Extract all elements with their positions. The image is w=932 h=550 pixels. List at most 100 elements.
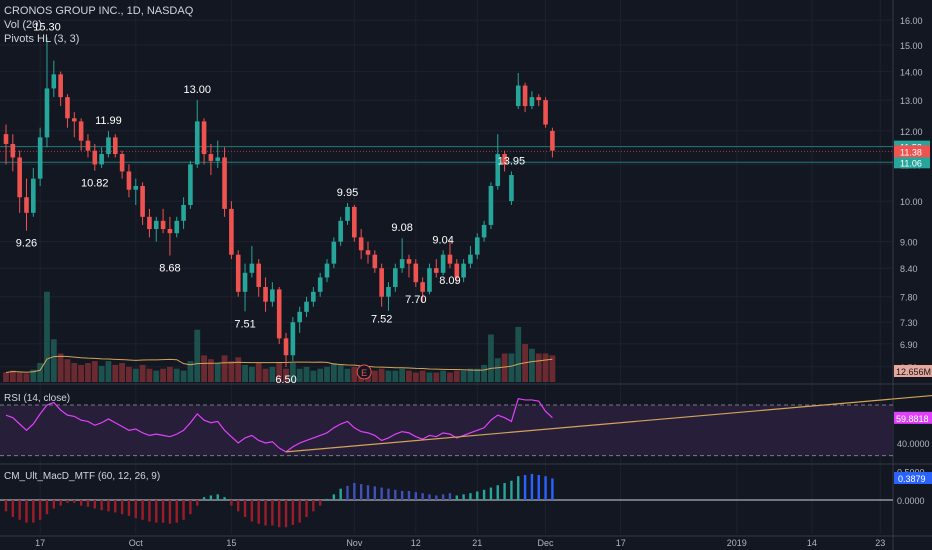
pivot-label: 8.09 xyxy=(439,275,460,287)
volume-bar xyxy=(515,326,522,382)
chart-title: CRONOS GROUP INC., 1D, NASDAQ xyxy=(4,5,194,17)
volume-bar xyxy=(529,348,535,382)
volume-bar xyxy=(242,364,248,382)
candle-body xyxy=(44,88,50,138)
candle-body xyxy=(140,185,145,217)
candle-body xyxy=(488,185,494,225)
candle-body xyxy=(72,118,77,122)
macd-bar xyxy=(52,500,56,509)
volume-tag xyxy=(894,365,932,377)
candle-body xyxy=(126,171,132,190)
time-tick-label: 14 xyxy=(807,538,817,548)
macd-bar xyxy=(332,494,336,500)
time-axis: 17Oct15Nov1221Dec1720191423Feb xyxy=(35,538,885,548)
earnings-marker-label: E xyxy=(361,368,367,378)
macd-bar xyxy=(93,500,96,509)
candle-body xyxy=(3,134,9,144)
candle-body xyxy=(147,216,152,230)
price-tick-label: 8.40 xyxy=(900,264,918,274)
candle-body xyxy=(420,282,425,292)
macd-bar xyxy=(4,500,8,512)
candle-body xyxy=(249,263,255,273)
time-tick-label: Oct xyxy=(129,538,144,548)
volume-bar xyxy=(208,359,214,382)
macd-bar xyxy=(196,500,199,506)
macd-bar xyxy=(428,494,431,500)
pivot-label: 9.95 xyxy=(337,187,358,199)
macd-bar xyxy=(305,500,308,517)
candle-body xyxy=(338,220,343,242)
level-tag-label: 11.38 xyxy=(900,147,922,157)
candle-body xyxy=(447,254,453,264)
macd-current-tag xyxy=(894,472,932,485)
volume-bar xyxy=(221,355,228,382)
candle-body xyxy=(235,254,241,292)
price-tick-label: 10.00 xyxy=(900,197,923,207)
candle-body xyxy=(365,250,371,255)
candle-body xyxy=(99,154,104,165)
candle-body xyxy=(263,286,268,302)
volume-bar xyxy=(392,370,399,382)
candle-body xyxy=(413,263,419,283)
volume-bar xyxy=(303,366,310,382)
macd-bar xyxy=(414,492,417,500)
pivot-label: 10.82 xyxy=(81,178,109,190)
candle-body xyxy=(215,157,221,161)
macd-bar xyxy=(73,500,76,503)
macd-bar xyxy=(148,500,151,522)
macd-bar xyxy=(38,500,42,520)
volume-bar xyxy=(112,364,119,382)
volume-tag-label: 12.656M xyxy=(896,367,931,377)
volume-bar xyxy=(542,353,549,382)
volume-bar xyxy=(433,372,440,382)
candle-body xyxy=(509,175,514,202)
candle-body xyxy=(529,97,535,107)
macd-bar xyxy=(482,489,486,500)
macd-bar xyxy=(114,500,117,513)
candle-body xyxy=(58,74,63,98)
candle-body xyxy=(522,85,528,107)
level-tag-label: 11.06 xyxy=(900,158,922,168)
macd-bar xyxy=(25,500,28,523)
volume-bar xyxy=(488,334,494,382)
pivot-label: 7.51 xyxy=(234,318,255,330)
volume-bar xyxy=(426,372,433,382)
macd-bar xyxy=(79,500,83,506)
pivot-label: 8.68 xyxy=(159,263,180,275)
macd-bar xyxy=(400,490,404,500)
volume-bar xyxy=(50,339,57,382)
macd-bar xyxy=(517,476,520,500)
candle-body xyxy=(454,263,460,278)
macd-bar xyxy=(107,500,110,512)
volume-bar xyxy=(235,357,242,382)
pivot-label: 9.26 xyxy=(16,238,37,250)
time-tick-label: Nov xyxy=(346,538,363,548)
rsi-band xyxy=(0,405,893,456)
candle-body xyxy=(386,286,391,297)
macd-bar xyxy=(202,497,206,500)
macd-bar xyxy=(230,500,233,506)
candle-body xyxy=(543,100,548,125)
candle-body xyxy=(297,311,302,323)
macd-bar xyxy=(11,500,15,517)
pivot-label: 7.52 xyxy=(371,314,392,326)
volume-bar xyxy=(57,353,64,382)
macd-bar xyxy=(209,495,213,500)
candle-body xyxy=(270,289,275,302)
time-tick-label: 15 xyxy=(226,538,236,548)
rsi-tick-label: 40.0000 xyxy=(897,439,930,449)
macd-bar xyxy=(243,500,247,517)
candle-body xyxy=(37,137,43,179)
candle-body xyxy=(468,254,473,264)
time-tick-label: 21 xyxy=(472,538,482,548)
macd-bar xyxy=(278,500,281,528)
volume-bar xyxy=(248,366,255,382)
time-tick-label: 2019 xyxy=(727,538,747,548)
candle-body xyxy=(393,268,398,287)
pivot-label: 7.70 xyxy=(405,294,426,306)
candle-body xyxy=(229,208,234,255)
candle-body xyxy=(85,140,91,151)
candle-body xyxy=(358,237,364,251)
macd-bar xyxy=(237,500,240,512)
